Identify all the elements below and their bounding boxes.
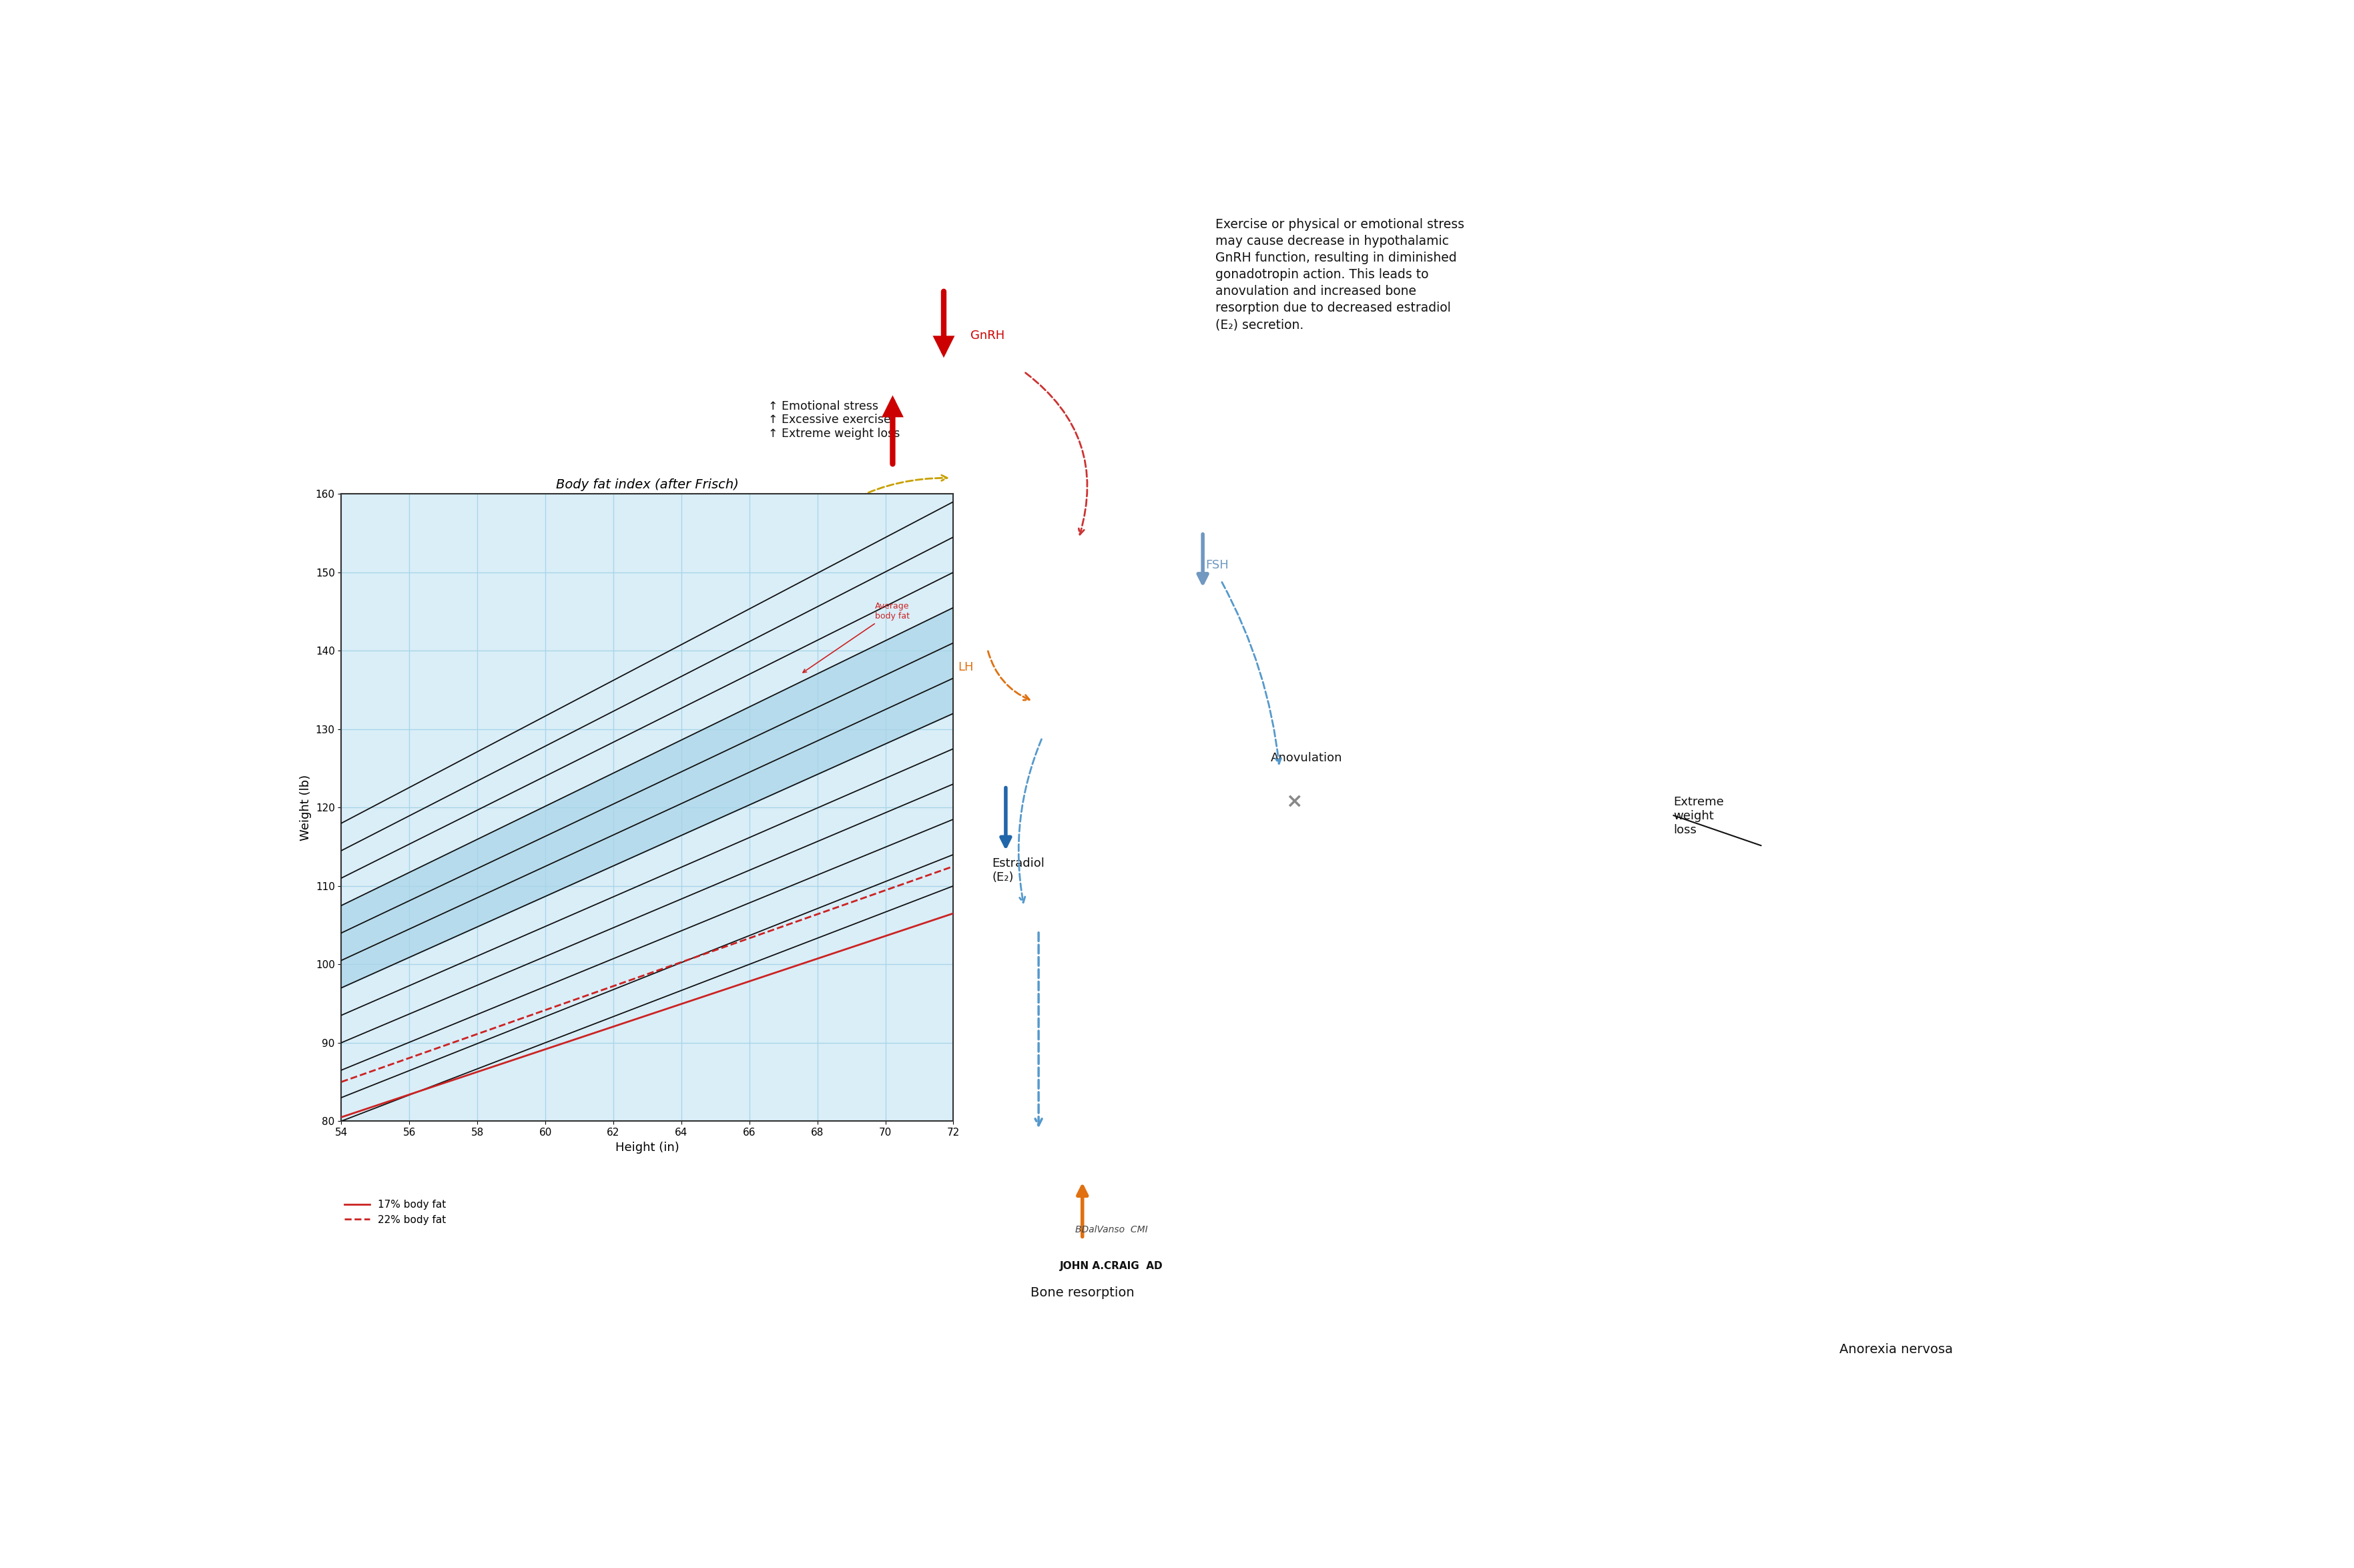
Text: FSH: FSH [1205,558,1229,571]
Text: Average
body fat: Average body fat [803,602,911,673]
Text: Bone resorption: Bone resorption [1031,1287,1135,1300]
Text: Extreme
weight
loss: Extreme weight loss [1674,797,1723,836]
Title: Body fat index (after Frisch): Body fat index (after Frisch) [556,478,739,491]
Text: BDalVanso  CMI: BDalVanso CMI [1076,1225,1149,1234]
X-axis label: Height (in): Height (in) [614,1142,680,1154]
Text: ×: × [1285,792,1302,811]
Text: Exercise or physical or emotional stress
may cause decrease in hypothalamic
GnRH: Exercise or physical or emotional stress… [1215,218,1464,331]
Text: JOHN A.CRAIG  AD: JOHN A.CRAIG AD [1059,1261,1163,1270]
Text: Anovulation: Anovulation [1271,753,1342,764]
Text: Fractures: Fractures [386,734,440,746]
Text: Anorexia nervosa: Anorexia nervosa [1838,1344,1954,1356]
Legend: 17% body fat, 22% body fat: 17% body fat, 22% body fat [341,1196,450,1229]
Text: GnRH: GnRH [970,329,1005,342]
Text: Body fat (estradiol
substrate): Body fat (estradiol substrate) [730,524,838,549]
Text: ↑ Emotional stress
↑ Excessive exercise
↑ Extreme weight loss: ↑ Emotional stress ↑ Excessive exercise … [767,400,899,441]
Y-axis label: Weight (lb): Weight (lb) [299,775,311,840]
Text: Estradiol
(E₂): Estradiol (E₂) [991,858,1045,883]
Text: LH: LH [958,662,975,674]
